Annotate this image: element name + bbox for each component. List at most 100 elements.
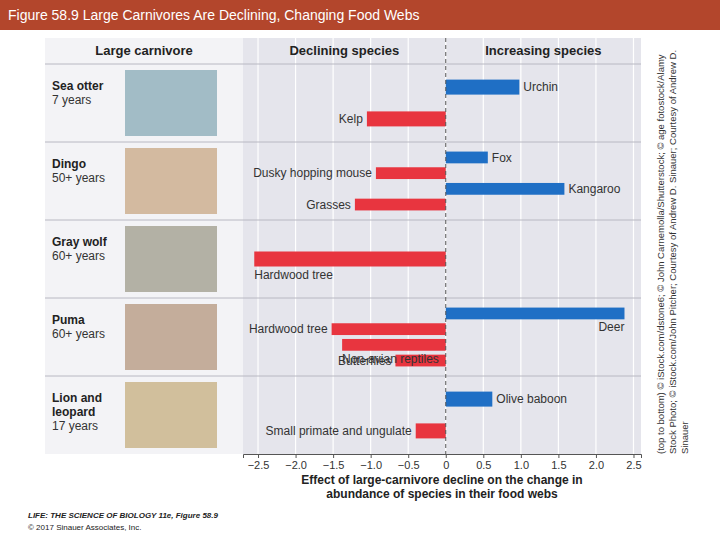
species-label: Kangaroo — [568, 182, 620, 196]
photo-credit-group: (top to bottom) © iStock.com/dstone6; © … — [655, 50, 690, 454]
tick-label: −2.5 — [248, 459, 270, 471]
tick: 1.0 — [514, 454, 529, 471]
carnivore-name: Gray wolf — [52, 235, 108, 249]
tick-mark — [483, 454, 484, 458]
bar — [416, 423, 446, 438]
tick-label: −1.5 — [323, 459, 345, 471]
tick-mark — [333, 454, 334, 458]
tick-mark — [633, 454, 634, 458]
column-title: Large carnivore — [95, 43, 193, 58]
x-axis-title: Effect of large-carnivore decline on the… — [301, 473, 582, 501]
carnivore-name-line: Lion and — [52, 391, 102, 405]
carnivore-period: 17 years — [52, 419, 98, 433]
photo — [125, 70, 217, 136]
tick-label: 2.5 — [626, 459, 641, 471]
bar — [332, 323, 446, 335]
tick-label: −2.0 — [285, 459, 307, 471]
grid-line — [483, 38, 484, 454]
carnivore-name-line: Gray wolf — [52, 235, 108, 249]
grid-line — [633, 38, 634, 454]
tick: −2.0 — [285, 454, 307, 471]
species-label: Hardwood tree — [249, 322, 328, 336]
tick-mark — [521, 454, 522, 458]
bar — [254, 252, 445, 267]
grid-line — [595, 38, 596, 454]
bar — [446, 392, 493, 407]
species-label: Dusky hopping mouse — [253, 166, 372, 180]
tick-mark — [558, 454, 559, 458]
tick: 2.0 — [589, 454, 604, 471]
grid-line — [257, 38, 258, 454]
species-label: Kelp — [339, 112, 363, 126]
tick: 2.5 — [626, 454, 641, 471]
species-label: Hardwood tree — [254, 268, 333, 282]
carnivore-period: 7 years — [52, 93, 91, 107]
tick: 1.5 — [551, 454, 566, 471]
tick-mark — [596, 454, 597, 458]
plot-background — [243, 38, 641, 454]
group-separator — [45, 142, 641, 143]
species-label: Olive baboon — [496, 392, 567, 406]
photo — [125, 382, 217, 448]
bar — [446, 152, 488, 164]
tick: −0.5 — [398, 454, 420, 471]
grid-line — [408, 38, 409, 454]
bar — [355, 199, 446, 211]
grid — [258, 38, 633, 454]
group-separator — [45, 64, 641, 65]
group-separator — [45, 298, 641, 299]
column-title: Declining species — [289, 43, 399, 58]
photo-credit: (top to bottom) © iStock.com/dstone6; © … — [655, 50, 690, 454]
separators — [45, 64, 641, 376]
title-bar — [0, 0, 720, 30]
bar — [446, 183, 565, 195]
species-label: Deer — [598, 320, 624, 334]
tick: −1.0 — [360, 454, 382, 471]
axis-line — [244, 455, 642, 459]
tick-mark — [371, 454, 372, 458]
x-axis-title-line: Effect of large-carnivore decline on the… — [301, 473, 582, 487]
tick: 0 — [443, 454, 449, 471]
zero-line — [445, 38, 446, 454]
bar — [342, 339, 446, 351]
carnivore-period: 60+ years — [52, 327, 105, 341]
tick: 0.5 — [476, 454, 491, 471]
tick: −1.5 — [323, 454, 345, 471]
bar — [376, 167, 446, 179]
photo — [125, 304, 217, 370]
group-separator — [45, 220, 641, 221]
carnivore-name: Sea otter — [52, 79, 104, 93]
carnivore-name: Puma — [52, 313, 85, 327]
photo — [125, 148, 217, 214]
tick-label: 2.0 — [589, 459, 604, 471]
tick-mark — [296, 454, 297, 458]
tick-label: 0.5 — [476, 459, 491, 471]
group-separator — [45, 376, 641, 377]
tick-mark — [258, 454, 259, 458]
photo-credit-line: Sinauer — [679, 421, 690, 454]
tick-mark — [446, 454, 447, 458]
bars — [254, 80, 624, 439]
species-label: Grasses — [306, 198, 351, 212]
species-label: Small primate and ungulate — [266, 424, 412, 438]
species-label: Butterflies — [338, 354, 391, 368]
grid-line — [333, 38, 334, 454]
species-label: Fox — [492, 151, 512, 165]
photo-credit-line: (top to bottom) © iStock.com/dstone6; © … — [655, 54, 666, 454]
footer-source: LIFE: THE SCIENCE OF BIOLOGY 11e, Figure… — [28, 511, 219, 520]
carnivore-name-line: Puma — [52, 313, 85, 327]
footer-copyright: © 2017 Sinauer Associates, Inc. — [28, 523, 142, 532]
grid-line — [370, 38, 371, 454]
panel-background — [45, 38, 641, 454]
tick-mark — [408, 454, 409, 458]
x-axis-title-line: abundance of species in their food webs — [326, 487, 558, 501]
title: Figure 58.9 Large Carnivores Are Declini… — [8, 7, 419, 23]
x-axis: −2.5 −2.0 −1.5 −1.0 −0.5 0 0.5 1.0 1.5 2.0 2.5 — [244, 454, 642, 471]
species-label: Urchin — [523, 80, 558, 94]
carnivore-period: 50+ years — [52, 171, 105, 185]
bar — [446, 308, 625, 320]
carnivore-name-line: Dingo — [52, 157, 86, 171]
carnivore-period: 60+ years — [52, 249, 105, 263]
tick-label: −1.0 — [360, 459, 382, 471]
chart: Figure 58.9 Large Carnivores Are Declini… — [0, 0, 720, 540]
